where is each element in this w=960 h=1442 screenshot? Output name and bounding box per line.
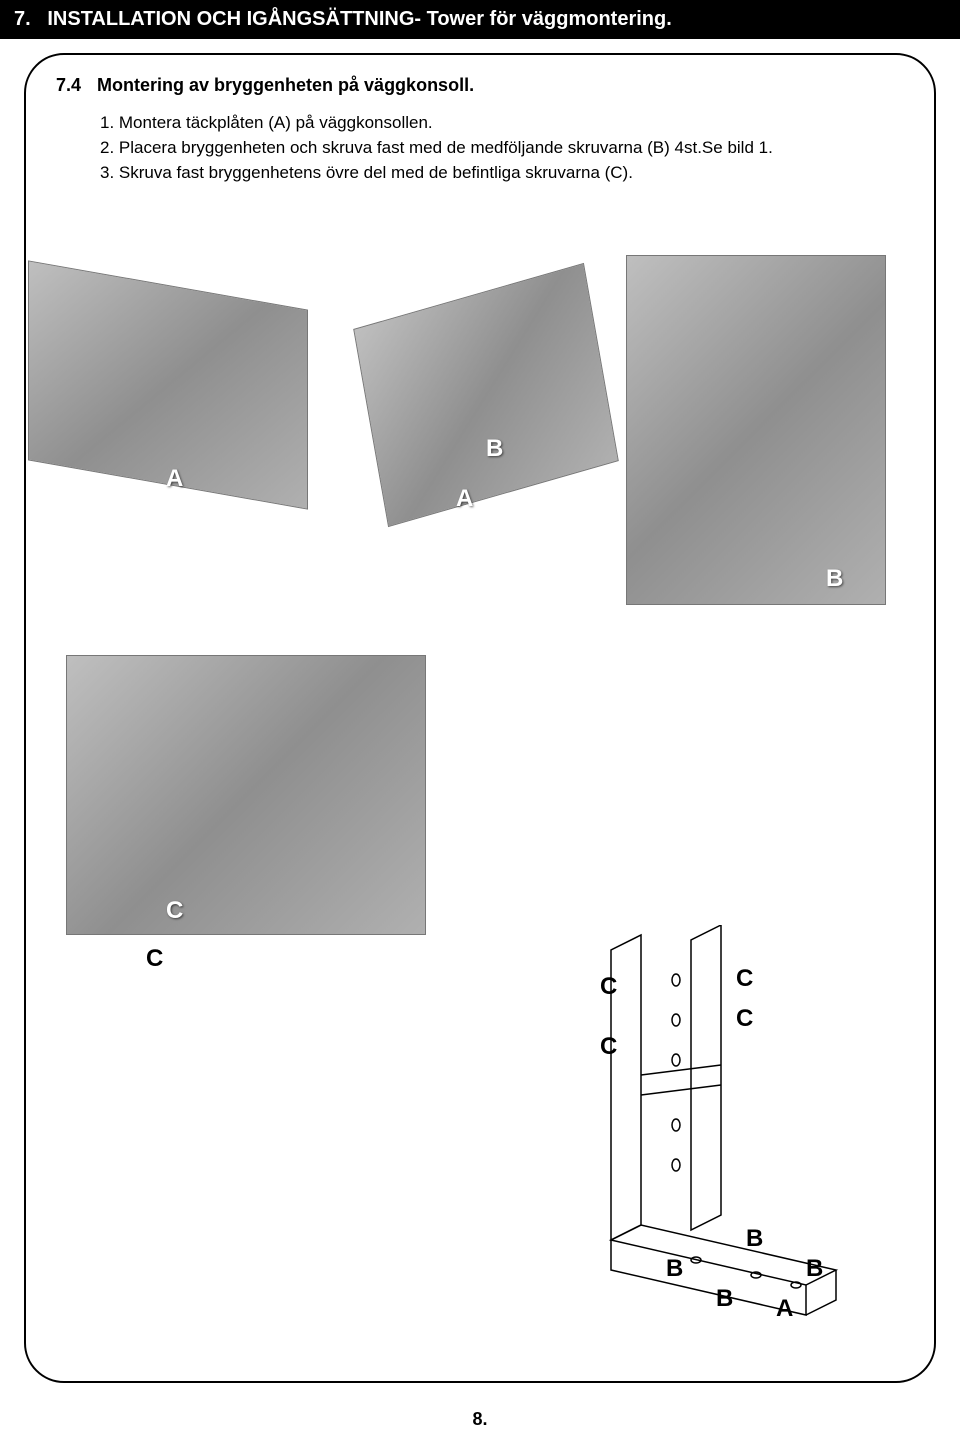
label-a-1: A <box>166 465 183 493</box>
label-c-2: C <box>146 945 163 973</box>
photo-bracket-ab <box>353 263 619 527</box>
diag-label-b-4: B <box>716 1285 733 1313</box>
photo-top-assembly-c <box>66 655 426 935</box>
section-title: INSTALLATION OCH IGÅNGSÄTTNING- Tower fö… <box>47 8 671 30</box>
diag-label-c-mr: C <box>736 1005 753 1033</box>
diag-label-b-2: B <box>666 1255 683 1283</box>
diag-label-a: A <box>776 1295 793 1323</box>
photo-mounted-frame <box>626 255 886 605</box>
subsection-number: 7.4 <box>56 75 92 96</box>
diag-label-b-1: B <box>746 1225 763 1253</box>
label-b-1: B <box>486 435 503 463</box>
label-c-1: C <box>166 897 183 925</box>
label-a-2: A <box>456 485 473 513</box>
diag-label-c-tl: C <box>600 973 617 1001</box>
step-1: 1. Montera täckplåten (A) på väggkonsoll… <box>100 112 904 135</box>
subsection-heading: 7.4 Montering av bryggenheten på väggkon… <box>56 75 904 96</box>
diag-label-b-3: B <box>806 1255 823 1283</box>
diag-label-c-tr: C <box>736 965 753 993</box>
subsection-title: Montering av bryggenheten på väggkonsoll… <box>97 75 474 95</box>
step-2: 2. Placera bryggenheten och skruva fast … <box>100 137 904 160</box>
step-3: 3. Skruva fast bryggenhetens övre del me… <box>100 162 904 185</box>
diag-label-c-ml: C <box>600 1033 617 1061</box>
label-b-2: B <box>826 565 843 593</box>
section-number: 7. <box>14 8 31 30</box>
page-number: 8. <box>0 1409 960 1430</box>
section-header: 7. INSTALLATION OCH IGÅNGSÄTTNING- Tower… <box>0 0 960 39</box>
bracket-diagram: C C C C B B B B A <box>546 925 856 1345</box>
content-frame: 7.4 Montering av bryggenheten på väggkon… <box>24 53 936 1383</box>
step-list: 1. Montera täckplåten (A) på väggkonsoll… <box>100 112 904 185</box>
